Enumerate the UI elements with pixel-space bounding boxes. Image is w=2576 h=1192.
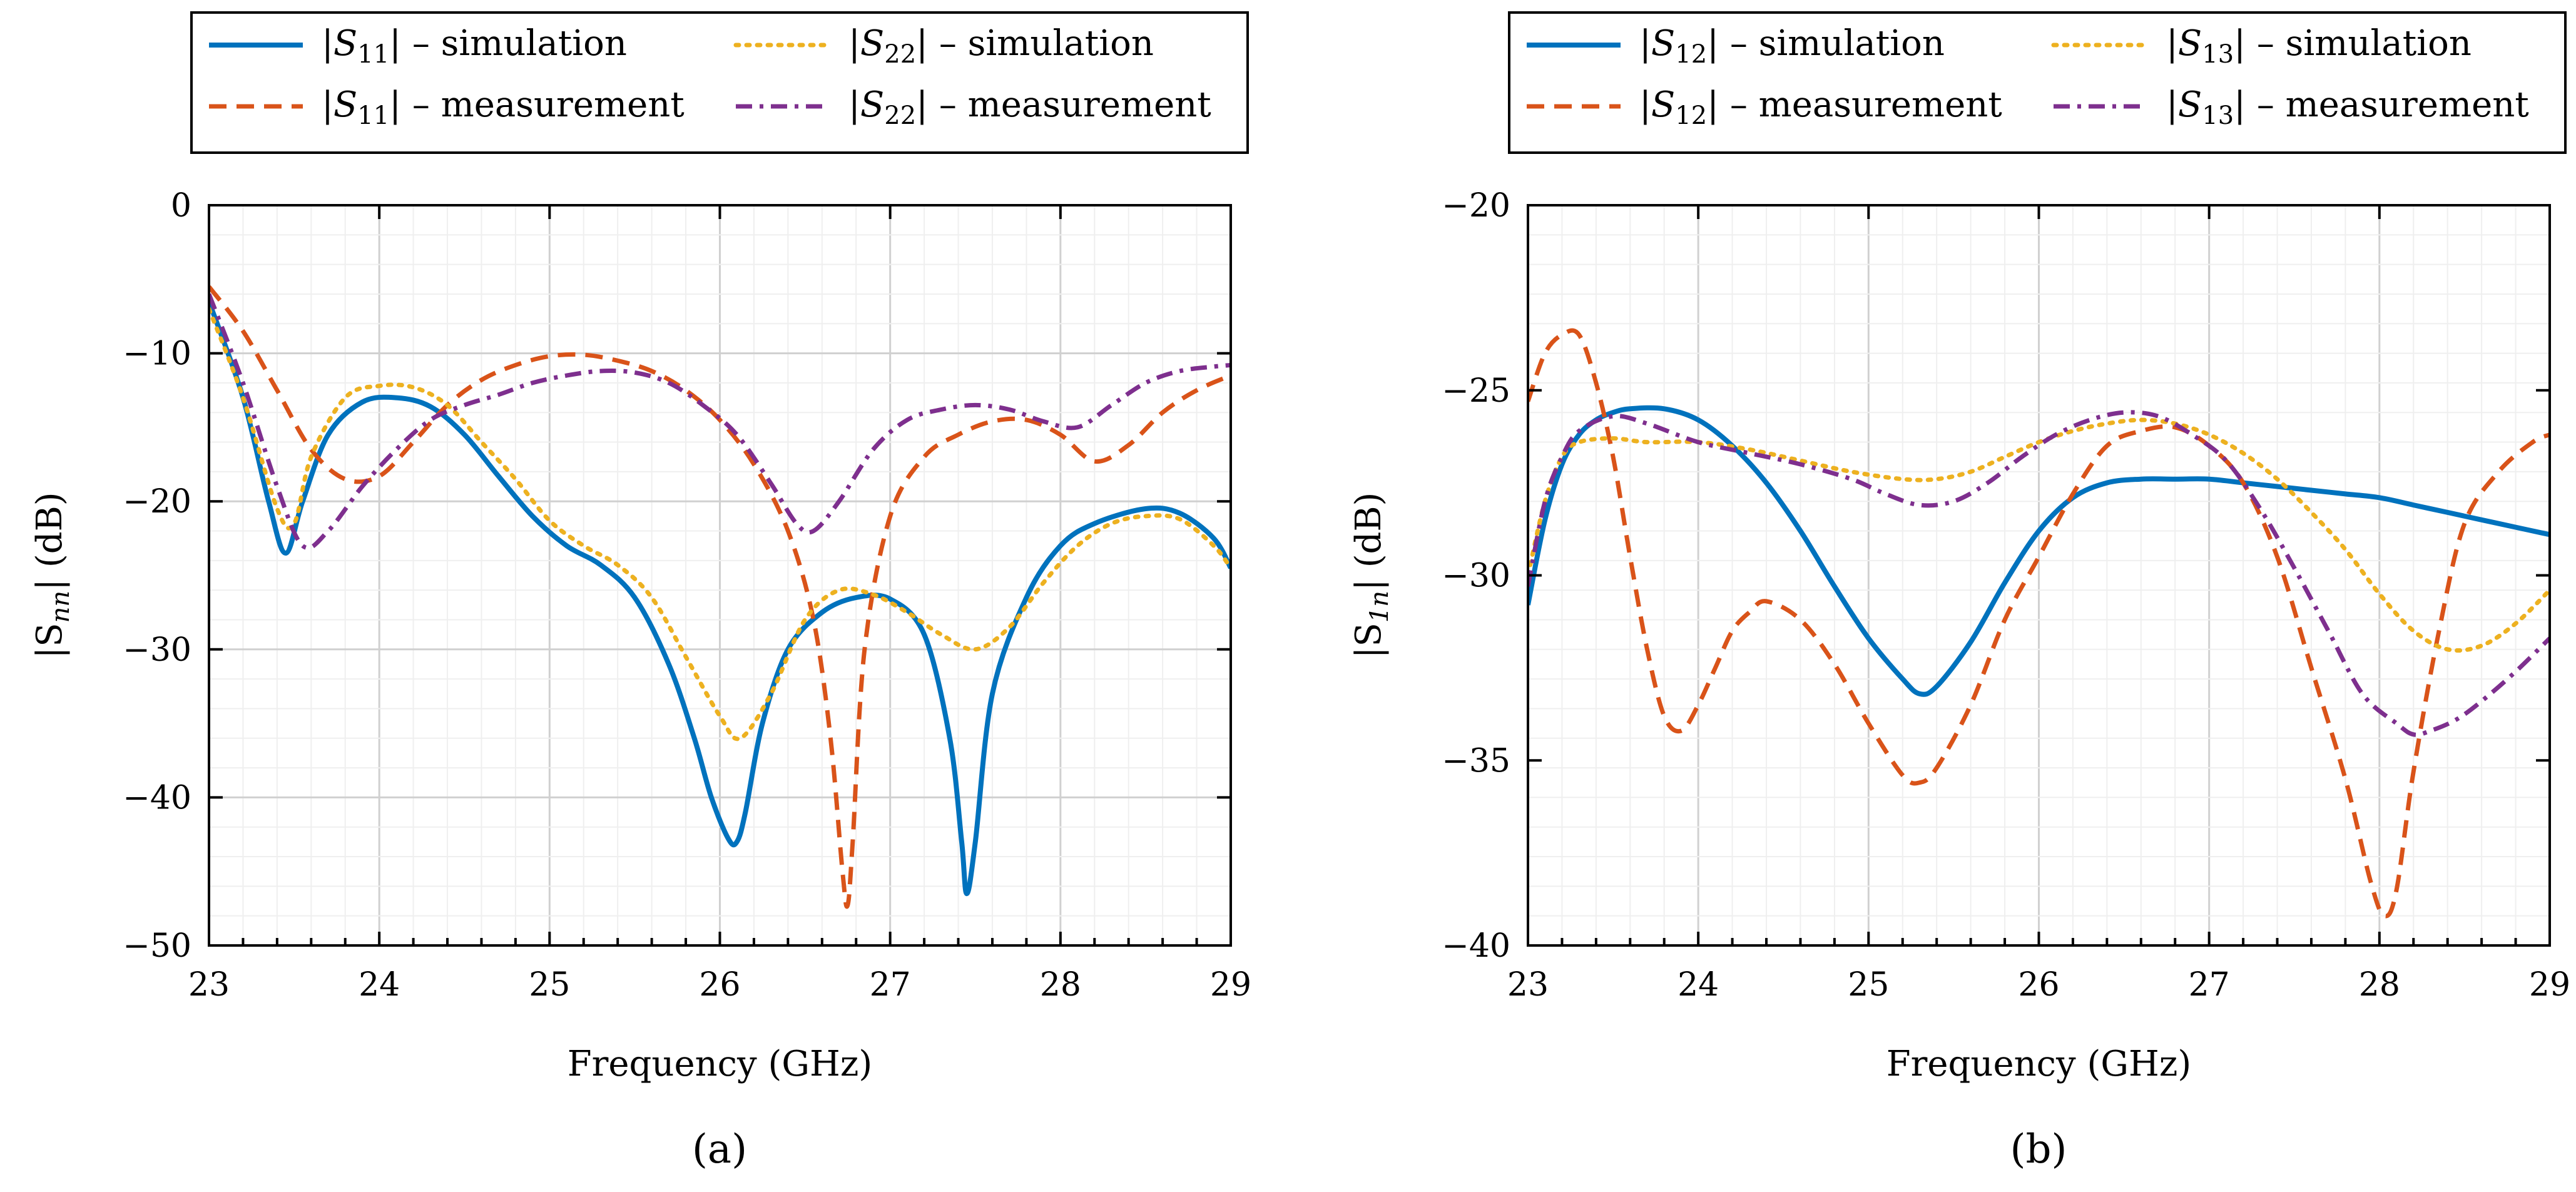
x-tick-label: 23 xyxy=(188,966,230,1004)
series-group xyxy=(1528,328,2550,919)
x-tick-label: 24 xyxy=(1677,966,1719,1004)
y-tick-label: −30 xyxy=(1442,558,1510,595)
x-tick-label: 28 xyxy=(1040,966,1081,1004)
panel-caption: (b) xyxy=(2010,1126,2067,1173)
series-group xyxy=(209,285,1231,909)
x-tick-label: 29 xyxy=(2529,966,2570,1004)
y-tick-label: −35 xyxy=(1442,742,1510,780)
x-tick-label: 28 xyxy=(2359,966,2400,1004)
panel-caption: (a) xyxy=(692,1126,747,1173)
y-tick-label: −40 xyxy=(123,779,191,817)
x-tick-label: 27 xyxy=(870,966,911,1004)
series-line-b-2 xyxy=(1528,328,2550,919)
x-tick-label: 25 xyxy=(1848,966,1889,1004)
x-tick-label: 24 xyxy=(359,966,400,1004)
y-tick-label: 0 xyxy=(171,187,191,225)
legend-entry: |S11| – simulation xyxy=(322,23,627,69)
y-axis-label: |S1n| (dB) xyxy=(1348,492,1394,659)
legend-box xyxy=(190,11,1249,154)
grid xyxy=(208,204,1232,947)
y-tick-label: −25 xyxy=(1442,372,1510,410)
x-axis-label: Frequency (GHz) xyxy=(568,1044,872,1084)
series-line-b-3 xyxy=(1528,417,2550,653)
legend-entry: |S22| – simulation xyxy=(848,23,1154,69)
x-axis-label: Frequency (GHz) xyxy=(1886,1044,2191,1084)
y-axis-label: |Snn| (dB) xyxy=(29,492,75,658)
series-line-a-1 xyxy=(209,300,1231,897)
panel-b: 23 24 25 26 27 28 29 −20 −25 −30 −35 −40 Frequency (… xyxy=(1348,11,2570,1173)
series-line-a-2 xyxy=(209,285,1231,909)
panel-a: 23 24 25 26 27 28 29 0 −10 −20 −30 −40 −50 Frequency … xyxy=(29,11,1251,1173)
y-tick-label: −30 xyxy=(123,631,191,669)
x-tick-label: 27 xyxy=(2189,966,2230,1004)
series-line-a-3 xyxy=(209,307,1231,741)
legend-entry: |S13| – measurement xyxy=(2166,84,2529,130)
legend: |S12| – simulation |S12| – measurement |S1… xyxy=(1508,11,2567,154)
y-tick-label: −50 xyxy=(123,927,191,965)
x-tick-label: 29 xyxy=(1210,966,1251,1004)
legend-entry: |S12| – measurement xyxy=(1639,84,2002,130)
y-tick-label: −40 xyxy=(1442,927,1510,965)
x-tick-label: 23 xyxy=(1507,966,1549,1004)
x-tick-label: 26 xyxy=(2018,966,2059,1004)
y-tick-label: −10 xyxy=(123,335,191,373)
y-tick-label: −20 xyxy=(1442,187,1510,225)
series-line-b-1 xyxy=(1528,405,2550,697)
x-tick-label: 26 xyxy=(699,966,740,1004)
legend: |S11| – simulation |S11| – measurement |S2… xyxy=(190,11,1249,154)
series-line-a-4 xyxy=(209,293,1231,551)
legend-entry: |S11| – measurement xyxy=(322,84,685,130)
legend-entry: |S22| – measurement xyxy=(848,84,1211,130)
legend-box xyxy=(1508,11,2567,154)
legend-entry: |S12| – simulation xyxy=(1639,23,1945,69)
x-tick-label: 25 xyxy=(529,966,570,1004)
grid xyxy=(1527,204,2551,947)
y-tick-label: −20 xyxy=(123,483,191,521)
legend-entry: |S13| – simulation xyxy=(2166,23,2472,69)
series-line-b-4 xyxy=(1528,410,2550,737)
